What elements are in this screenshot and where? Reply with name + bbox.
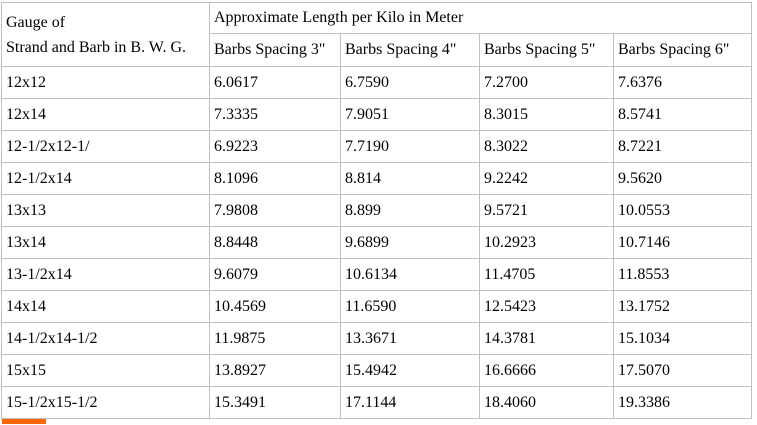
value-cell: 14.3781 (479, 322, 614, 355)
corner-header-line2: Strand and Barb in B. W. G. (6, 38, 186, 56)
value-cell: 8.8448 (209, 226, 341, 259)
value-cell: 11.6590 (340, 290, 480, 323)
corner-header-line1: Gauge of (6, 13, 66, 31)
value-cell: 7.3335 (209, 98, 341, 131)
value-cell: 8.3022 (479, 130, 614, 163)
gauge-cell: 13-1/2x14 (1, 258, 210, 291)
table-header-row-columns: Barbs Spacing 3" Barbs Spacing 4" Barbs … (2, 33, 753, 67)
value-cell: 17.5070 (612, 354, 753, 387)
table-row: 13-1/2x14 9.6079 10.6134 11.4705 11.8553 (1, 258, 753, 291)
value-cell: 10.6134 (340, 258, 480, 291)
value-cell: 11.4705 (479, 258, 614, 291)
value-cell: 9.5721 (479, 194, 614, 227)
gauge-cell: 15-1/2x15-1/2 (1, 386, 210, 419)
table-row: 12-1/2x12-1/ 6.9223 7.7190 8.3022 8.7221 (1, 130, 753, 163)
column-header-spacing-6: Barbs Spacing 6" (612, 33, 753, 67)
table-row: 12x12 6.0617 6.7590 7.2700 7.6376 (1, 66, 753, 99)
value-cell: 7.9808 (209, 194, 341, 227)
value-cell: 7.7190 (340, 130, 480, 163)
value-cell: 8.1096 (209, 162, 341, 195)
table-row: 13x13 7.9808 8.899 9.5721 10.0553 (1, 194, 753, 227)
value-cell: 9.2242 (479, 162, 614, 195)
value-cell: 7.2700 (479, 66, 614, 99)
value-cell: 16.6666 (479, 354, 614, 387)
gauge-cell: 14x14 (1, 290, 210, 323)
barbed-wire-length-table: Gauge of Strand and Barb in B. W. G. App… (1, 2, 753, 419)
corner-header-cell: Gauge of Strand and Barb in B. W. G. (1, 2, 210, 67)
group-header-cell: Approximate Length per Kilo in Meter (208, 2, 753, 34)
value-cell: 15.4942 (340, 354, 480, 387)
value-cell: 6.0617 (209, 66, 341, 99)
value-cell: 17.1144 (340, 386, 480, 419)
value-cell: 18.4060 (479, 386, 614, 419)
column-header-spacing-5: Barbs Spacing 5" (479, 33, 614, 67)
value-cell: 9.5620 (612, 162, 753, 195)
value-cell: 11.9875 (209, 322, 341, 355)
gauge-cell: 12-1/2x12-1/ (1, 130, 210, 163)
value-cell: 6.7590 (340, 66, 480, 99)
value-cell: 9.6079 (209, 258, 341, 291)
table-header-row-group: Gauge of Strand and Barb in B. W. G. App… (1, 2, 753, 67)
gauge-cell: 13x14 (1, 226, 210, 259)
value-cell: 10.0553 (612, 194, 753, 227)
gauge-cell: 14-1/2x14-1/2 (1, 322, 210, 355)
value-cell: 8.3015 (479, 98, 614, 131)
value-cell: 11.8553 (612, 258, 753, 291)
value-cell: 8.814 (340, 162, 480, 195)
value-cell: 6.9223 (209, 130, 341, 163)
value-cell: 8.5741 (612, 98, 753, 131)
value-cell: 8.899 (340, 194, 480, 227)
table-row: 14-1/2x14-1/2 11.9875 13.3671 14.3781 15… (1, 322, 753, 355)
table-row: 15-1/2x15-1/2 15.3491 17.1144 18.4060 19… (1, 386, 753, 419)
value-cell: 10.7146 (612, 226, 753, 259)
value-cell: 13.1752 (612, 290, 753, 323)
value-cell: 12.5423 (479, 290, 614, 323)
gauge-cell: 13x13 (1, 194, 210, 227)
value-cell: 15.1034 (612, 322, 753, 355)
value-cell: 19.3386 (612, 386, 753, 419)
column-header-spacing-4: Barbs Spacing 4" (340, 33, 480, 67)
value-cell: 10.2923 (479, 226, 614, 259)
gauge-cell: 15x15 (1, 354, 210, 387)
table-row: 14x14 10.4569 11.6590 12.5423 13.1752 (1, 290, 753, 323)
value-cell: 8.7221 (612, 130, 753, 163)
value-cell: 13.8927 (209, 354, 341, 387)
value-cell: 15.3491 (209, 386, 341, 419)
gauge-cell: 12-1/2x14 (1, 162, 210, 195)
value-cell: 10.4569 (209, 290, 341, 323)
value-cell: 7.9051 (340, 98, 480, 131)
table-row: 12x14 7.3335 7.9051 8.3015 8.5741 (1, 98, 753, 131)
value-cell: 13.3671 (340, 322, 480, 355)
value-cell: 9.6899 (340, 226, 480, 259)
accent-bar (2, 419, 46, 424)
table-row: 13x14 8.8448 9.6899 10.2923 10.7146 (1, 226, 753, 259)
column-header-spacing-3: Barbs Spacing 3" (209, 33, 341, 67)
value-cell: 7.6376 (612, 66, 753, 99)
table-row: 15x15 13.8927 15.4942 16.6666 17.5070 (1, 354, 753, 387)
table-row: 12-1/2x14 8.1096 8.814 9.2242 9.5620 (1, 162, 753, 195)
gauge-cell: 12x14 (1, 98, 210, 131)
gauge-cell: 12x12 (1, 66, 210, 99)
